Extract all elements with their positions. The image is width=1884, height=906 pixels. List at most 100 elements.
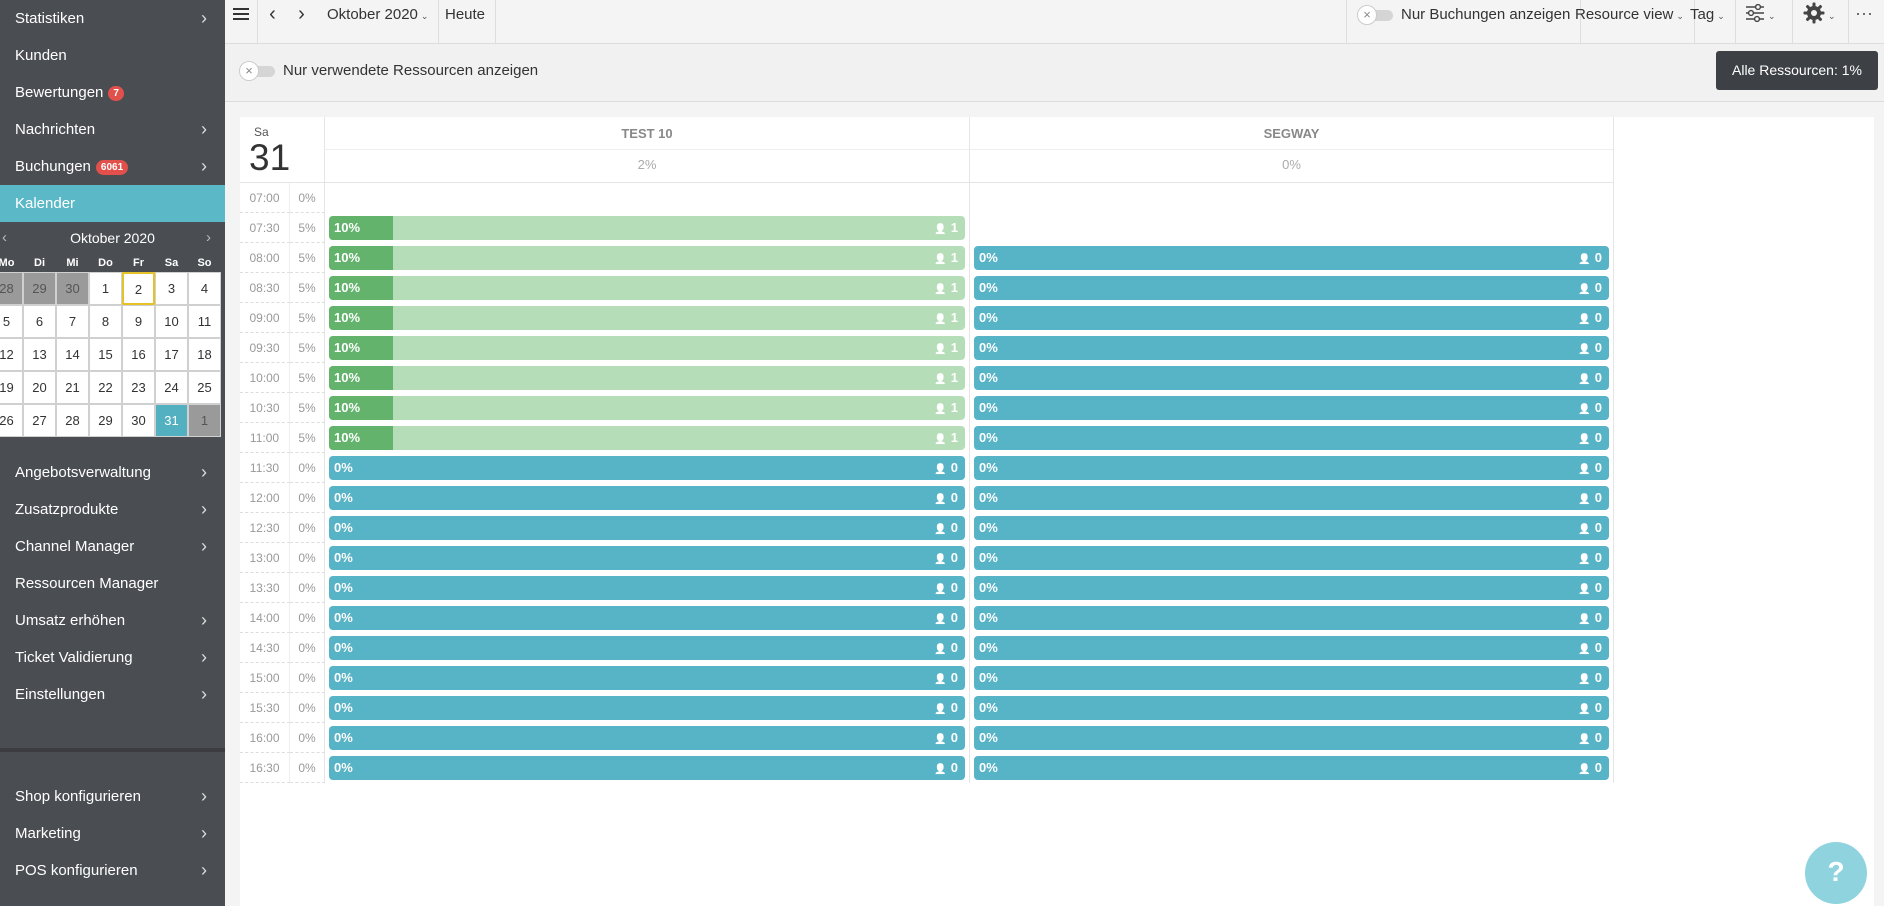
mini-calendar-day[interactable]: 27 [23,404,56,437]
sidebar-item-kalender[interactable]: Kalender [0,185,225,222]
time-slot[interactable]: 0% 👤 0 [325,693,970,723]
menu-button[interactable] [225,0,258,44]
mini-calendar-day[interactable]: 29 [23,272,56,305]
time-slot[interactable]: 0% 👤 0 [970,513,1614,543]
time-slot[interactable]: 10% 👤 1 [325,423,970,453]
availability-bar[interactable]: 0% 👤 0 [329,666,965,690]
time-slot[interactable]: 0% 👤 0 [970,723,1614,753]
time-slot[interactable]: 10% 👤 1 [325,213,970,243]
time-slot[interactable]: 0% 👤 0 [970,423,1614,453]
mini-calendar-day[interactable]: 1 [89,272,122,305]
availability-bar[interactable]: 0% 👤 0 [974,396,1609,420]
mini-calendar-day[interactable]: 3 [155,272,188,305]
time-slot[interactable]: 0% 👤 0 [970,633,1614,663]
mini-calendar-day[interactable]: 21 [56,371,89,404]
time-slot[interactable]: 0% 👤 0 [325,753,970,783]
time-slot[interactable]: 0% 👤 0 [970,243,1614,273]
period-dropdown[interactable]: Tag ⌄ [1680,0,1736,44]
mini-calendar-day[interactable]: 5 [0,305,23,338]
availability-bar[interactable]: 0% 👤 0 [974,426,1609,450]
time-slot[interactable]: 0% 👤 0 [970,573,1614,603]
availability-bar[interactable]: 0% 👤 0 [329,486,965,510]
sidebar-item-einstellungen[interactable]: Einstellungen › [0,676,225,713]
mini-calendar-day[interactable]: 1 [188,404,221,437]
mini-calendar-prev-icon[interactable]: ‹ [2,229,7,246]
availability-bar[interactable]: 10% 👤 1 [329,246,965,270]
mini-calendar-day[interactable]: 30 [56,272,89,305]
time-slot[interactable]: 0% 👤 0 [970,363,1614,393]
time-slot[interactable]: 10% 👤 1 [325,363,970,393]
mini-calendar-day[interactable]: 24 [155,371,188,404]
mini-calendar-day[interactable]: 14 [56,338,89,371]
sidebar-item-ticket-validierung[interactable]: Ticket Validierung › [0,639,225,676]
help-button[interactable]: ? [1805,842,1867,904]
sidebar-item-statistiken[interactable]: Statistiken › [0,0,225,37]
time-slot[interactable]: 0% 👤 0 [970,603,1614,633]
time-slot[interactable]: 0% 👤 0 [325,543,970,573]
mini-calendar-day[interactable]: 28 [0,272,23,305]
mini-calendar-day[interactable]: 26 [0,404,23,437]
mini-calendar-day[interactable]: 22 [89,371,122,404]
mini-calendar-day[interactable]: 18 [188,338,221,371]
time-slot[interactable]: 0% 👤 0 [970,753,1614,783]
mini-calendar-day[interactable]: 17 [155,338,188,371]
settings-dropdown[interactable]: ⌄ [1793,0,1849,44]
availability-bar[interactable]: 0% 👤 0 [329,516,965,540]
availability-bar[interactable]: 0% 👤 0 [974,486,1609,510]
availability-bar[interactable]: 0% 👤 0 [974,366,1609,390]
month-dropdown[interactable]: Oktober 2020 ⌄ [317,0,440,44]
time-slot[interactable]: 0% 👤 0 [325,723,970,753]
sidebar-item-channel-manager[interactable]: Channel Manager › [0,528,225,565]
time-slot[interactable]: 10% 👤 1 [325,243,970,273]
availability-bar[interactable]: 0% 👤 0 [329,576,965,600]
availability-bar[interactable]: 0% 👤 0 [974,606,1609,630]
sidebar-item-marketing[interactable]: Marketing › [0,815,225,852]
availability-bar[interactable]: 10% 👤 1 [329,336,965,360]
sidebar-item-zusatzprodukte[interactable]: Zusatzprodukte › [0,491,225,528]
time-slot[interactable]: 0% 👤 0 [970,393,1614,423]
time-slot[interactable]: 0% 👤 0 [325,513,970,543]
availability-bar[interactable]: 0% 👤 0 [974,546,1609,570]
sidebar-item-buchungen[interactable]: Buchungen 6061 › [0,148,225,185]
time-slot[interactable]: 0% 👤 0 [970,663,1614,693]
time-slot[interactable]: 0% 👤 0 [970,543,1614,573]
availability-bar[interactable]: 10% 👤 1 [329,276,965,300]
time-slot[interactable]: 0% 👤 0 [325,453,970,483]
availability-bar[interactable]: 10% 👤 1 [329,396,965,420]
sidebar-item-ressourcen-manager[interactable]: Ressourcen Manager [0,565,225,602]
availability-bar[interactable]: 0% 👤 0 [329,456,965,480]
availability-bar[interactable]: 0% 👤 0 [329,696,965,720]
mini-calendar-day[interactable]: 25 [188,371,221,404]
time-slot[interactable]: 10% 👤 1 [325,273,970,303]
mini-calendar-day[interactable]: 7 [56,305,89,338]
toggle-switch[interactable]: × [239,61,277,82]
availability-bar[interactable]: 10% 👤 1 [329,306,965,330]
time-slot[interactable]: 0% 👤 0 [325,603,970,633]
mini-calendar-day[interactable]: 11 [188,305,221,338]
mini-calendar-day[interactable]: 10 [155,305,188,338]
time-slot[interactable]: 0% 👤 0 [970,303,1614,333]
bookings-only-toggle[interactable]: × Nur Buchungen anzeigen [1346,0,1582,44]
time-slot[interactable]: 10% 👤 1 [325,333,970,363]
view-dropdown[interactable]: Resource view ⌄ [1565,0,1695,44]
sidebar-item-nachrichten[interactable]: Nachrichten › [0,111,225,148]
toggle-switch[interactable]: × [1357,5,1395,26]
availability-bar[interactable]: 0% 👤 0 [329,726,965,750]
used-resources-toggle[interactable]: × Nur verwendete Ressourcen anzeigen [239,61,538,82]
mini-calendar-day[interactable]: 9 [122,305,155,338]
availability-bar[interactable]: 0% 👤 0 [974,696,1609,720]
mini-calendar-day[interactable]: 16 [122,338,155,371]
mini-calendar-day[interactable]: 13 [23,338,56,371]
time-slot[interactable]: 10% 👤 1 [325,393,970,423]
mini-calendar-day[interactable]: 19 [0,371,23,404]
sidebar-item-umsatz-erh-hen[interactable]: Umsatz erhöhen › [0,602,225,639]
time-slot[interactable]: 0% 👤 0 [325,483,970,513]
time-slot[interactable]: 0% 👤 0 [970,273,1614,303]
sidebar-item-angebotsverwaltung[interactable]: Angebotsverwaltung › [0,454,225,491]
mini-calendar-day[interactable]: 15 [89,338,122,371]
mini-calendar-day[interactable]: 2 [122,272,155,305]
sidebar-item-bewertungen[interactable]: Bewertungen 7 [0,74,225,111]
mini-calendar-day[interactable]: 30 [122,404,155,437]
more-button[interactable]: ⋯ [1849,0,1884,44]
availability-bar[interactable]: 0% 👤 0 [974,636,1609,660]
